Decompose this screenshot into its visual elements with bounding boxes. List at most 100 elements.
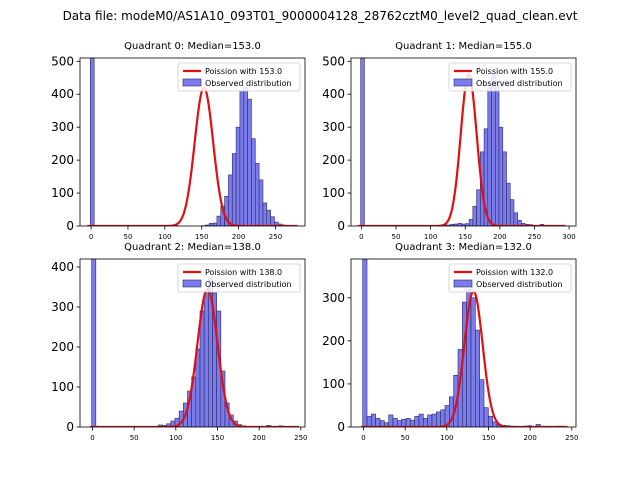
quadrant-0-xtick-label: 250 xyxy=(269,233,282,241)
quadrant-1-xtick-label: 0 xyxy=(359,233,363,241)
quadrant-1-ytick-label: 100 xyxy=(322,186,345,200)
quadrant-2-legend: Poission with 138.0 Observed distribution xyxy=(177,263,301,293)
quadrant-2-bar xyxy=(199,310,205,427)
quadrant-0-bar xyxy=(243,87,248,226)
quadrant-0-xtick-label: 100 xyxy=(158,233,171,241)
quadrant-1-panel: Quadrant 1: Median=155.00100200300400500… xyxy=(322,41,577,241)
quadrant-3-bar xyxy=(423,418,428,427)
quadrant-2-axes-frame xyxy=(79,258,306,428)
legend-fit-label: Poission with 138.0 xyxy=(205,268,282,277)
quadrant-0-ytick-label: 400 xyxy=(51,87,74,101)
quadrant-3-fit-line xyxy=(361,290,568,427)
quadrant-2-ytick-label: 0 xyxy=(66,420,74,434)
quadrant-1-xtick-label: 200 xyxy=(493,233,506,241)
quadrant-3-bar xyxy=(405,418,411,427)
legend-observed-label: Observed distribution xyxy=(205,280,292,289)
quadrant-3-bar xyxy=(479,379,485,427)
quadrant-0-bar xyxy=(239,90,245,226)
quadrant-0-bar xyxy=(231,153,237,226)
quadrant-1-bar xyxy=(476,189,481,226)
quadrant-1-ytick-label: 200 xyxy=(322,153,345,167)
quadrant-0-bar xyxy=(270,216,275,226)
quadrant-2-xtick-label: 50 xyxy=(130,434,139,442)
quadrant-0-xtick-label: 150 xyxy=(195,233,208,241)
legend-fit-label: Poission with 153.0 xyxy=(205,67,282,76)
quadrant-0-bar xyxy=(228,174,233,226)
legend-observed-label: Observed distribution xyxy=(476,79,563,88)
legend-bar-swatch xyxy=(182,78,202,87)
quadrant-3-xtick-label: 150 xyxy=(482,434,495,442)
quadrant-1-bar xyxy=(472,205,477,226)
quadrant-1-bar xyxy=(502,151,507,226)
legend-observed-label: Observed distribution xyxy=(205,79,292,88)
quadrant-3-bar xyxy=(375,418,381,427)
quadrant-2-ytick-label: 400 xyxy=(51,260,74,274)
quadrant-0-axes-frame xyxy=(79,57,306,227)
quadrant-1-ytick-label: 0 xyxy=(337,219,345,233)
suptitle: Data file: modeM0/AS1A10_093T01_90000041… xyxy=(63,9,578,23)
legend-box xyxy=(448,62,572,92)
legend-box xyxy=(448,263,572,293)
quadrant-2-xtick-label: 250 xyxy=(294,434,307,442)
quadrant-3-axes-frame xyxy=(350,258,577,428)
quadrant-2-xtick-label: 100 xyxy=(169,434,182,442)
quadrant-1-xtick-label: 50 xyxy=(392,233,401,241)
quadrant-3-bar xyxy=(488,415,493,427)
quadrant-1-ytick-label: 500 xyxy=(322,54,345,68)
quadrant-3-xtick-label: 250 xyxy=(565,434,578,442)
quadrant-3-panel: Quadrant 3: Median=132.0 0 100 200 300 0 50 100… xyxy=(322,242,578,442)
quadrant-2-panel: Quadrant 2: Median=138.0 0 100 200 300 400 0 50… xyxy=(51,242,307,442)
quadrant-1-bar xyxy=(506,182,511,226)
quadrant-1-bar xyxy=(498,126,504,226)
quadrant-1-xtick-label: 100 xyxy=(424,233,437,241)
quadrant-0-bar xyxy=(235,126,241,226)
quadrant-0-ytick-label: 0 xyxy=(66,219,74,233)
quadrant-3-bar xyxy=(475,329,480,427)
quadrant-1-bar xyxy=(468,219,474,226)
quadrant-3-bar xyxy=(470,297,476,427)
quadrant-1-xtick-label: 300 xyxy=(562,233,575,241)
quadrant-0-bar xyxy=(266,209,271,226)
quadrant-2-xtick-label: 200 xyxy=(252,434,265,442)
quadrant-3-ytick-label: 300 xyxy=(322,291,345,305)
quadrant-0-bar xyxy=(258,179,264,226)
quadrant-1-legend: Poission with 155.0 Observed distribution xyxy=(448,62,572,92)
quadrant-3-bar xyxy=(392,418,398,427)
quadrant-2-xtick-label: 0 xyxy=(90,434,94,442)
quadrant-0-bar xyxy=(254,163,260,226)
quadrant-3-bar xyxy=(388,414,394,427)
quadrant-0-bar xyxy=(247,98,252,226)
quadrant-1-bar xyxy=(509,199,515,226)
quadrant-2-ytick-label: 200 xyxy=(51,340,74,354)
quadrant-1-title: Quadrant 1: Median=155.0 xyxy=(395,41,532,52)
quadrant-3-ytick-label: 200 xyxy=(322,334,345,348)
legend-bar-swatch xyxy=(453,78,473,87)
quadrant-0-fit-line xyxy=(87,86,298,226)
quadrant-3-bar xyxy=(366,415,372,427)
quadrant-0-ytick-label: 300 xyxy=(51,120,74,134)
quadrant-0-bar xyxy=(212,222,218,226)
quadrant-0-ytick-label: 200 xyxy=(51,153,74,167)
quadrant-0-bar xyxy=(251,138,256,226)
quadrant-0-bar xyxy=(262,202,268,226)
quadrant-3-bar xyxy=(440,409,446,427)
quadrant-3-xtick-label: 100 xyxy=(440,434,453,442)
quadrant-3-bar xyxy=(431,413,437,427)
quadrant-1-bar xyxy=(513,212,519,226)
quadrant-2-xtick-label: 150 xyxy=(211,434,224,442)
quadrant-1-xtick-label: 250 xyxy=(528,233,541,241)
quadrant-3-bar xyxy=(418,413,424,427)
legend-bar-swatch xyxy=(453,279,473,288)
quadrant-3-legend: Poission with 132.0 Observed distribution xyxy=(448,263,572,293)
quadrant-2-ytick-label: 300 xyxy=(51,300,74,314)
quadrant-3-bar xyxy=(483,407,489,427)
quadrant-3-title: Quadrant 3: Median=132.0 xyxy=(395,242,532,253)
quadrant-0-bar xyxy=(216,215,222,226)
quadrant-0-xtick-label: 200 xyxy=(232,233,245,241)
quadrant-0-xtick-label: 50 xyxy=(123,233,132,241)
quadrant-3-bar xyxy=(371,413,376,427)
quadrant-0-title: Quadrant 0: Median=153.0 xyxy=(124,41,261,52)
quadrant-3-xtick-label: 50 xyxy=(401,434,410,442)
quadrant-1-bar xyxy=(487,87,492,226)
quadrant-3-xtick-label: 200 xyxy=(523,434,536,442)
